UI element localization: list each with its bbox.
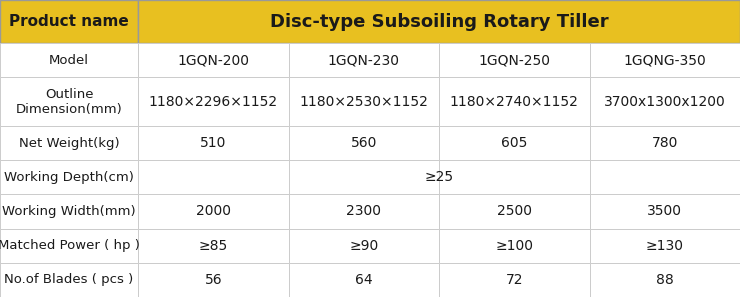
Bar (439, 77, 590, 126)
Bar (590, 77, 740, 126)
Text: 510: 510 (200, 136, 226, 150)
Text: 1GQN-200: 1GQN-200 (178, 53, 249, 67)
Bar (439, 126, 590, 160)
Text: Product name: Product name (9, 14, 129, 29)
Bar (289, 263, 439, 297)
Text: 605: 605 (501, 136, 528, 150)
Bar (439, 263, 590, 297)
Text: Net Weight(kg): Net Weight(kg) (18, 137, 119, 150)
Text: Matched Power ( hp ): Matched Power ( hp ) (0, 239, 140, 252)
Bar (289, 43, 439, 77)
Bar (138, 77, 289, 126)
Bar (0, 263, 138, 297)
Bar (439, 229, 590, 263)
Text: 64: 64 (355, 273, 372, 287)
Text: 2500: 2500 (497, 205, 532, 219)
Text: ≥90: ≥90 (349, 239, 378, 253)
Text: ≥85: ≥85 (198, 239, 228, 253)
Bar (439, 43, 590, 77)
Text: 2300: 2300 (346, 205, 381, 219)
Text: 1GQNG-350: 1GQNG-350 (623, 53, 706, 67)
Bar (138, 160, 740, 194)
Text: 56: 56 (204, 273, 222, 287)
Bar (590, 263, 740, 297)
Text: Disc-type Subsoiling Rotary Tiller: Disc-type Subsoiling Rotary Tiller (269, 12, 608, 31)
Bar (590, 194, 740, 229)
Text: Working Width(mm): Working Width(mm) (2, 205, 136, 218)
Text: 1180×2530×1152: 1180×2530×1152 (299, 95, 428, 109)
Bar (138, 126, 289, 160)
Text: 2000: 2000 (196, 205, 231, 219)
Bar (138, 229, 289, 263)
Bar (138, 0, 740, 43)
Bar (138, 194, 289, 229)
Bar (0, 43, 138, 77)
Text: 72: 72 (505, 273, 523, 287)
Text: ≥25: ≥25 (425, 170, 454, 184)
Bar (289, 77, 439, 126)
Bar (0, 160, 138, 194)
Bar (138, 43, 289, 77)
Bar (289, 126, 439, 160)
Text: 1180×2296×1152: 1180×2296×1152 (149, 95, 278, 109)
Text: Working Depth(cm): Working Depth(cm) (4, 171, 134, 184)
Text: Model: Model (49, 54, 89, 67)
Bar (289, 194, 439, 229)
Bar (0, 194, 138, 229)
Bar (0, 0, 138, 43)
Text: Outline
Dimension(mm): Outline Dimension(mm) (16, 88, 122, 116)
Text: 1GQN-230: 1GQN-230 (328, 53, 400, 67)
Text: No.of Blades ( pcs ): No.of Blades ( pcs ) (4, 274, 134, 286)
Bar (289, 229, 439, 263)
Text: 1GQN-250: 1GQN-250 (478, 53, 551, 67)
Bar (590, 126, 740, 160)
Text: 3700x1300x1200: 3700x1300x1200 (604, 95, 726, 109)
Bar (439, 194, 590, 229)
Text: 3500: 3500 (648, 205, 682, 219)
Bar (0, 229, 138, 263)
Bar (0, 77, 138, 126)
Bar (590, 43, 740, 77)
Bar (138, 263, 289, 297)
Bar (590, 229, 740, 263)
Text: 1180×2740×1152: 1180×2740×1152 (450, 95, 579, 109)
Text: ≥130: ≥130 (646, 239, 684, 253)
Text: 780: 780 (651, 136, 678, 150)
Text: ≥100: ≥100 (495, 239, 534, 253)
Text: 560: 560 (351, 136, 377, 150)
Text: 88: 88 (656, 273, 673, 287)
Bar (0, 126, 138, 160)
